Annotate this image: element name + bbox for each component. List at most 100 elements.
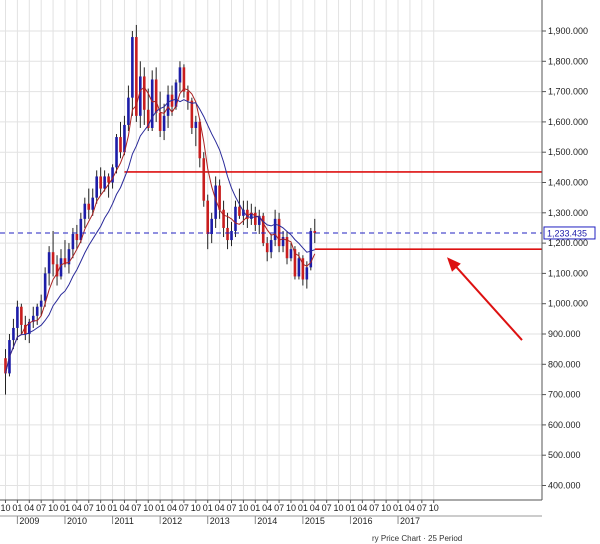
- x-tick-label: 10: [143, 503, 153, 513]
- candle-body: [210, 218, 213, 235]
- candle-body: [87, 203, 91, 210]
- candle-body: [51, 252, 55, 265]
- x-tick-label: 01: [108, 503, 118, 513]
- candle-body: [131, 37, 134, 98]
- x-tick-label: 04: [310, 503, 320, 513]
- candle-body: [218, 185, 221, 210]
- candle-body: [111, 167, 114, 183]
- candle-body: [35, 306, 39, 316]
- arrow-shaft: [452, 262, 523, 341]
- candle-body: [55, 264, 59, 277]
- candle-body: [154, 79, 158, 113]
- x-tick-label: 10: [0, 503, 10, 513]
- x-tick-label: 04: [215, 503, 225, 513]
- candle-body: [198, 121, 202, 159]
- x-tick-label: 01: [155, 503, 165, 513]
- candle-body: [186, 91, 190, 101]
- candle-body: [107, 176, 110, 183]
- current-price-line: 1,233.435: [0, 226, 596, 240]
- x-tick-label: 01: [345, 503, 355, 513]
- y-tick-label: 1,900.000: [548, 26, 588, 36]
- year-label: 2011: [115, 516, 134, 526]
- candle-body: [174, 82, 178, 107]
- candle-body: [79, 218, 83, 241]
- x-tick-label: 07: [274, 503, 284, 513]
- x-tick-label: 10: [381, 503, 391, 513]
- candle-body: [246, 209, 249, 219]
- candle-body: [309, 230, 313, 268]
- x-tick-label: 10: [238, 503, 248, 513]
- candle-body: [242, 209, 245, 216]
- y-tick-label: 500.000: [548, 450, 581, 460]
- x-tick-label: 04: [119, 503, 129, 513]
- candle-body: [67, 249, 71, 265]
- candle-body: [301, 258, 305, 280]
- candle-body: [281, 237, 285, 247]
- year-label: 2015: [305, 516, 325, 526]
- x-tick-label: 10: [429, 503, 439, 513]
- annotation-arrow: [447, 257, 523, 341]
- candle-body: [119, 137, 122, 153]
- candle-body: [162, 115, 166, 131]
- x-tick-label: 04: [72, 503, 82, 513]
- moving-average-line: [5, 86, 316, 374]
- arrow-head: [447, 257, 461, 272]
- candle-body: [71, 234, 75, 250]
- x-tick-label: 10: [191, 503, 201, 513]
- candle-body: [313, 230, 317, 233]
- y-tick-label: 900.000: [548, 329, 581, 339]
- support-resistance-lines: [124, 171, 542, 250]
- candle-body: [273, 218, 277, 241]
- candle-body: [83, 203, 87, 219]
- x-tick-label: 07: [322, 503, 332, 513]
- candle-body: [297, 258, 301, 277]
- candle-body: [194, 121, 198, 128]
- candle-body: [115, 137, 118, 168]
- candle-body: [253, 212, 257, 225]
- candle-body: [43, 273, 47, 301]
- y-tick-label: 1,300.000: [548, 208, 588, 218]
- y-tick-label: 1,000.000: [548, 299, 588, 309]
- y-tick-label: 1,800.000: [548, 56, 588, 66]
- year-label: 2017: [400, 516, 420, 526]
- candle-body: [127, 97, 130, 125]
- candle-body: [146, 109, 150, 128]
- y-tick-label: 1,600.000: [548, 117, 588, 127]
- x-tick-label: 04: [262, 503, 272, 513]
- x-tick-label: 10: [286, 503, 296, 513]
- moving-averages: [5, 86, 316, 374]
- current-price-box: [543, 226, 596, 240]
- candle-body: [158, 112, 162, 131]
- y-tick-label: 700.000: [548, 390, 581, 400]
- x-tick-label: 07: [131, 503, 141, 513]
- candle-body: [178, 67, 182, 83]
- y-tick-label: 1,500.000: [548, 147, 588, 157]
- candle-body: [59, 258, 63, 277]
- candle-body: [166, 94, 170, 116]
- candle-body: [226, 227, 229, 241]
- candle-body: [305, 267, 309, 280]
- candle-body: [31, 315, 35, 322]
- candle-body: [24, 324, 27, 334]
- candle-body: [150, 79, 154, 128]
- y-tick-label: 1,200.000: [548, 238, 588, 248]
- y-tick-label: 800.000: [548, 359, 581, 369]
- candle-body: [269, 240, 273, 253]
- candle-body: [202, 158, 206, 201]
- current-price-label: 1,233.435: [547, 228, 587, 238]
- candle-body: [12, 327, 15, 341]
- candle-body: [4, 358, 7, 374]
- x-tick-label: 01: [203, 503, 213, 513]
- year-label: 2016: [352, 516, 372, 526]
- candle-body: [222, 209, 225, 228]
- x-tick-label: 01: [60, 503, 70, 513]
- candle-body: [238, 206, 241, 216]
- candle-body: [261, 215, 265, 244]
- candle-body: [285, 237, 289, 259]
- year-label: 2009: [19, 516, 39, 526]
- candle-body: [39, 300, 43, 307]
- x-tick-label: 07: [417, 503, 427, 513]
- candle-body: [190, 100, 194, 128]
- candle-body: [289, 249, 293, 259]
